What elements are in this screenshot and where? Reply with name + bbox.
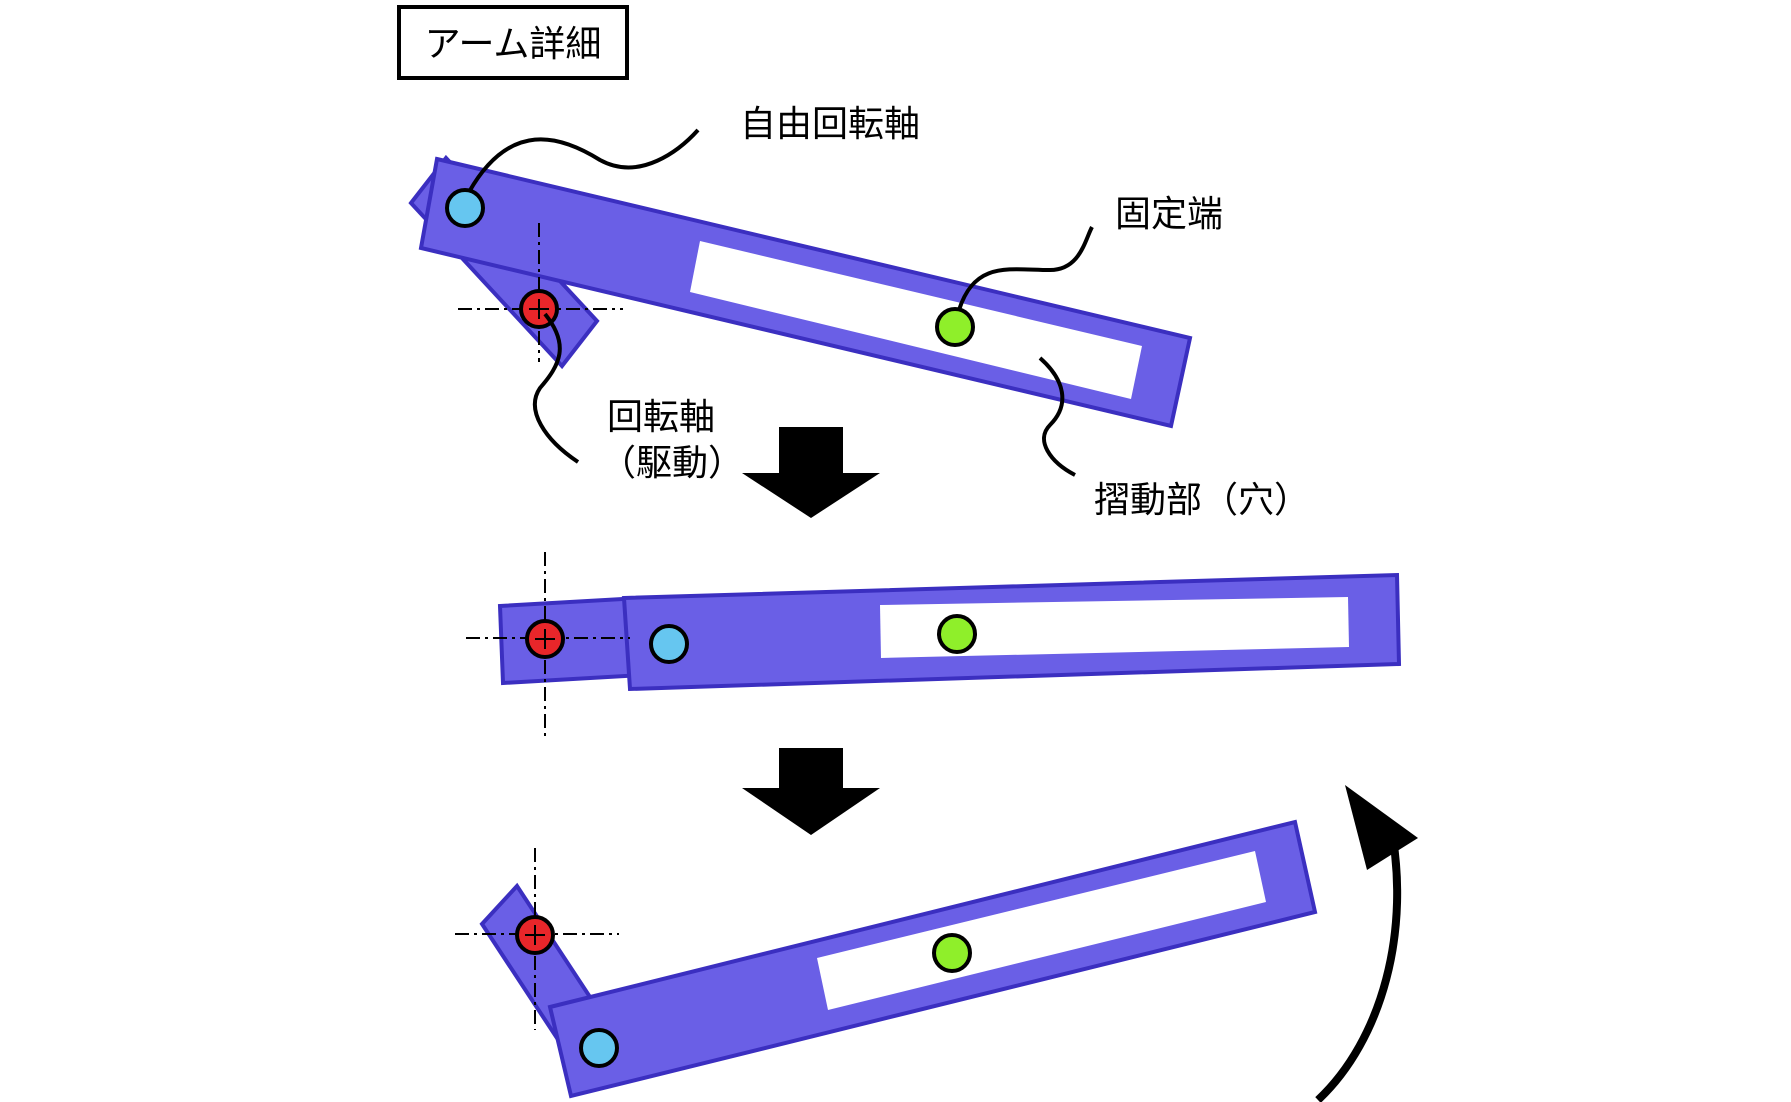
stage1-drive-pivot-cross-icon (529, 299, 549, 319)
slide-slot-label: 摺動部（穴） (1094, 480, 1310, 521)
stage3-slide-slot (817, 851, 1266, 1010)
leader-slide-slot (1038, 356, 1076, 477)
free-pivot-label: 自由回転軸 (740, 104, 920, 145)
step-arrow-1-icon (742, 427, 880, 518)
stage-1-arm-assembly (408, 154, 1193, 429)
drive-pivot-label-2: （駆動） (600, 443, 744, 484)
stage1-slide-slot (690, 241, 1142, 399)
stage1-fixed-pin-icon (935, 307, 975, 347)
fixed-end-label: 固定端 (1115, 194, 1223, 235)
stage3-fixed-pin-icon (932, 933, 972, 973)
step-arrow-2-icon (742, 748, 880, 835)
stage2-drive-pivot-cross-icon (535, 629, 555, 649)
leader-free-pivot (467, 128, 700, 193)
stage-3-arm-assembly (455, 819, 1318, 1099)
title-box: アーム詳細 (397, 5, 629, 80)
stage3-free-pivot-icon (579, 1028, 619, 1068)
stage2-drive-link (497, 595, 646, 686)
stage2-free-pivot-icon (649, 624, 689, 664)
diagram-title: アーム詳細 (425, 24, 602, 65)
stage-2-arm-assembly (466, 552, 1402, 738)
stage1-free-pivot-icon (445, 188, 485, 228)
leader-lines (467, 128, 1094, 477)
rotation-arrow-icon (1315, 785, 1418, 1102)
leader-drive-pivot (533, 312, 580, 464)
stage3-drive-pivot-cross-icon (525, 925, 545, 945)
stage2-slide-slot (880, 597, 1349, 658)
drive-pivot-label-1: 回転軸 (607, 397, 715, 438)
stage2-fixed-pin-icon (937, 614, 977, 654)
leader-fixed-end (957, 226, 1094, 311)
